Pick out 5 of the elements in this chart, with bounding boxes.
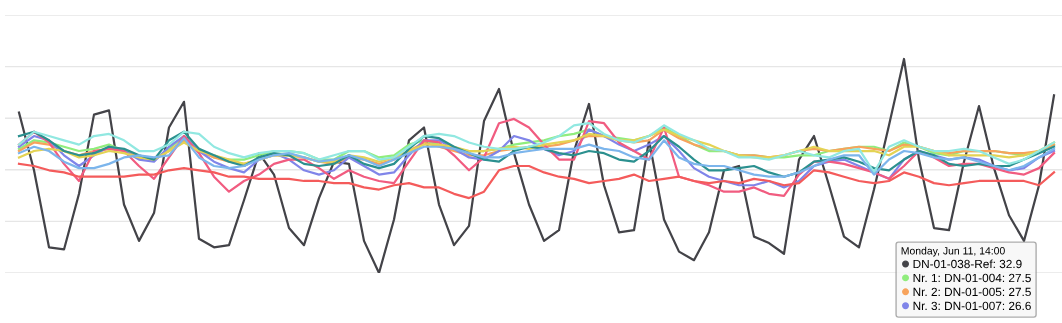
legend-label: Nr. 1: DN-01-004: 27.5 xyxy=(913,273,1031,283)
legend-label: Nr. 2: DN-01-005: 27.5 xyxy=(913,287,1031,297)
legend-label: Nr. 3: DN-01-007: 26.6 xyxy=(913,301,1031,311)
legend-title: Monday, Jun 11, 14:00 xyxy=(901,246,1005,257)
legend-label: DN-01-038-Ref: 32.9 xyxy=(913,259,1022,269)
